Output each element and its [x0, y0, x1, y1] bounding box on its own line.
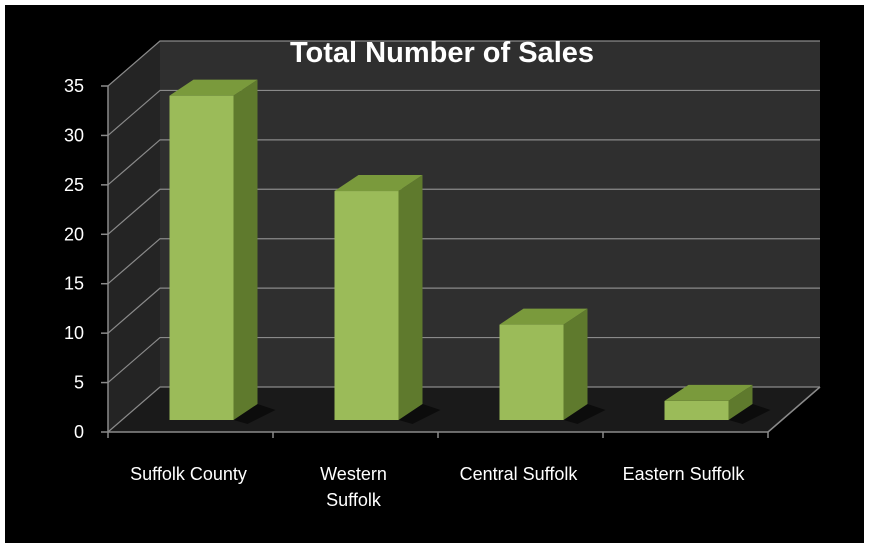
x-category-label: Suffolk: [326, 490, 382, 510]
bar-top-face: [499, 308, 588, 325]
y-tick-label: 5: [74, 373, 84, 393]
bar-side-face: [728, 384, 753, 420]
bar: [334, 175, 441, 424]
y-tick-label: 30: [64, 125, 84, 145]
chart-title: Total Number of Sales: [290, 37, 594, 69]
bar-front-face: [334, 191, 399, 420]
gridlines: [101, 40, 820, 433]
y-tick-label: 0: [74, 422, 84, 442]
floor-edge-line: [767, 386, 821, 433]
bar-top-face: [334, 175, 423, 192]
gridline: [107, 238, 820, 285]
bar-side-face: [563, 308, 588, 420]
x-axis-category-labels: Suffolk County Western Suffolk Central Suff…: [130, 464, 745, 510]
bar-shadow: [398, 404, 441, 424]
bar: [499, 308, 606, 424]
y-tick-label: 20: [64, 224, 84, 244]
bar: [664, 384, 771, 424]
y-axis-tick-labels: 0 5 10 15 20 25 30 35: [64, 76, 84, 442]
y-tick-label: 35: [64, 76, 84, 96]
gridline: [107, 336, 820, 384]
bar-top-face: [664, 384, 753, 401]
back-wall: [160, 41, 820, 387]
bar-shadow: [233, 404, 276, 424]
x-category-label: Suffolk County: [130, 464, 247, 484]
x-category-label: Central Suffolk: [460, 464, 579, 484]
floor: [108, 387, 820, 432]
bar-shadow: [563, 404, 606, 424]
bars: [169, 79, 771, 424]
bar-shadow: [728, 404, 771, 424]
bar-top-face: [169, 79, 258, 96]
bar-front-face: [499, 324, 564, 420]
y-tick-label: 10: [64, 323, 84, 343]
bar-front-face: [169, 95, 234, 420]
bar-side-face: [233, 79, 258, 420]
bar-front-face: [664, 400, 729, 420]
bar-side-face: [398, 175, 423, 420]
gridline: [107, 386, 820, 433]
bar: [169, 79, 276, 424]
side-wall: [108, 41, 160, 432]
gridline: [107, 40, 820, 87]
gridline: [107, 188, 820, 235]
axis-lines: [107, 86, 821, 438]
x-category-label: Eastern Suffolk: [623, 464, 746, 484]
chart-walls: [108, 41, 820, 432]
gridline: [107, 89, 820, 136]
gridline: [107, 287, 820, 334]
gridline: [107, 139, 820, 186]
y-tick-label: 15: [64, 274, 84, 294]
y-tick-label: 25: [64, 175, 84, 195]
x-category-label: Western: [320, 464, 387, 484]
